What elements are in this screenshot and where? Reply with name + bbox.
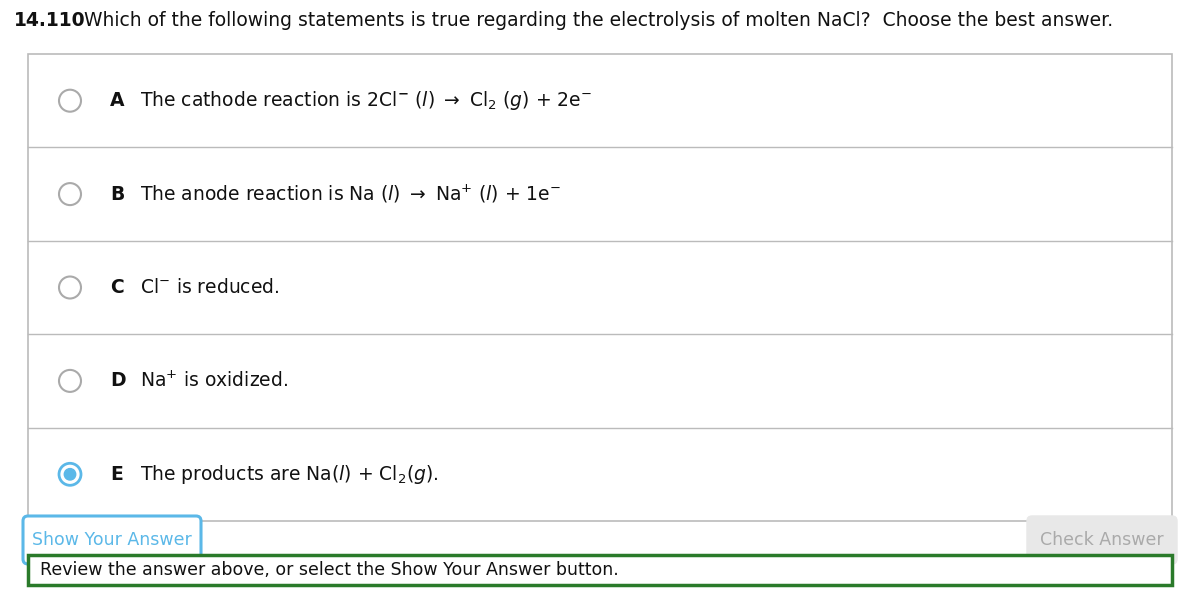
Text: Which of the following statements is true regarding the electrolysis of molten N: Which of the following statements is tru… — [72, 11, 1114, 30]
Text: 14.110: 14.110 — [14, 11, 85, 30]
Text: D: D — [110, 372, 126, 391]
Text: A: A — [110, 91, 125, 110]
FancyBboxPatch shape — [1027, 516, 1177, 564]
Circle shape — [59, 90, 82, 112]
Text: Na$^{+}$ is oxidized.: Na$^{+}$ is oxidized. — [140, 371, 288, 391]
Text: The cathode reaction is 2Cl$^{\mathbf{-}}$ $(l)$ $\rightarrow$ Cl$_2$ $(g)$ + 2e: The cathode reaction is 2Cl$^{\mathbf{-}… — [140, 89, 592, 112]
Text: Review the answer above, or select the Show Your Answer button.: Review the answer above, or select the S… — [40, 561, 619, 579]
Text: Cl$^{-}$ is reduced.: Cl$^{-}$ is reduced. — [140, 278, 280, 297]
Text: Check Answer: Check Answer — [1040, 531, 1164, 549]
Bar — [28, 555, 1172, 585]
Text: B: B — [110, 184, 125, 204]
Text: C: C — [110, 278, 124, 297]
Circle shape — [65, 469, 76, 480]
Bar — [28, 54, 1172, 521]
FancyBboxPatch shape — [23, 516, 202, 564]
Text: The products are Na$(l)$ + Cl$_2$$(g)$.: The products are Na$(l)$ + Cl$_2$$(g)$. — [140, 463, 438, 486]
Circle shape — [59, 464, 82, 485]
Text: Show Your Answer: Show Your Answer — [32, 531, 192, 549]
Text: The anode reaction is Na $(l)$ $\rightarrow$ Na$^{+}$ $(l)$ + 1e$^{-}$: The anode reaction is Na $(l)$ $\rightar… — [140, 183, 562, 205]
Text: E: E — [110, 465, 122, 484]
Circle shape — [59, 183, 82, 205]
Circle shape — [59, 370, 82, 392]
Circle shape — [59, 276, 82, 299]
